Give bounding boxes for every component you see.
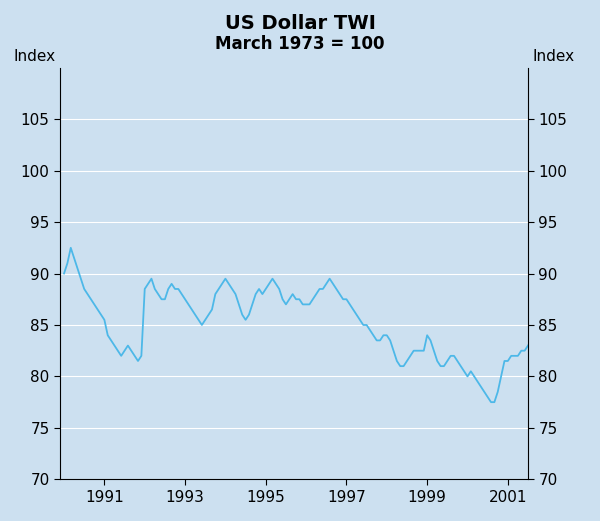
- Text: March 1973 = 100: March 1973 = 100: [215, 35, 385, 53]
- Text: US Dollar TWI: US Dollar TWI: [224, 14, 376, 33]
- Text: Index: Index: [13, 48, 55, 64]
- Text: Index: Index: [533, 48, 575, 64]
